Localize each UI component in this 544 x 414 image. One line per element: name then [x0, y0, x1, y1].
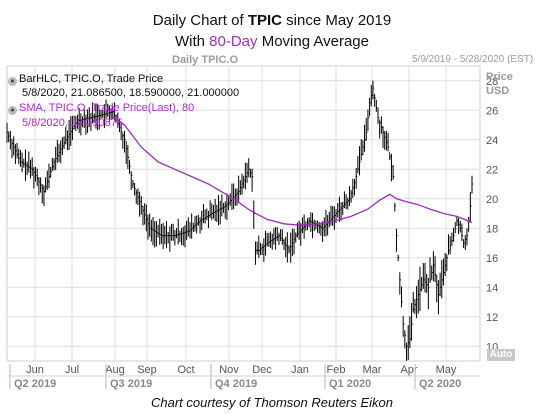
- x-tick-label: Sep: [137, 364, 157, 376]
- y-tick-label: 14: [486, 282, 498, 294]
- quarter-label: Q2 2019: [14, 378, 56, 390]
- price-axis-label: Price: [486, 71, 513, 83]
- ticker: TPIC: [247, 12, 282, 29]
- y-tick-label: 24: [486, 135, 498, 147]
- sma-line: [107, 112, 473, 226]
- chart-title-line1: Daily Chart of TPIC since May 2019: [152, 12, 392, 29]
- y-tick-label: 12: [486, 312, 498, 324]
- y-tick-label: 20: [486, 194, 498, 206]
- x-tick-label: Aug: [105, 364, 125, 376]
- x-tick-label: Mar: [363, 364, 382, 376]
- x-tick-label: Jul: [65, 364, 79, 376]
- quarter-label: Q1 2020: [329, 378, 371, 390]
- chart-credit: Chart courtesy of Thomson Reuters Eikon: [150, 395, 394, 410]
- chart-title-line2: With 80-Day Moving Average: [175, 33, 369, 50]
- x-tick-label: Apr: [400, 364, 417, 376]
- x-tick-label: Dec: [252, 364, 272, 376]
- legend-bar: ● BarHLC, TPIC.O, Trade Price: [8, 73, 163, 86]
- y-tick-label: 22: [486, 164, 498, 176]
- chart-name: Daily TPIC.O: [172, 54, 239, 66]
- ma-label: 80-Day: [209, 33, 258, 50]
- auto-scale-button[interactable]: Auto: [487, 349, 515, 361]
- y-tick-label: 18: [486, 223, 498, 235]
- x-tick-label: Jun: [26, 364, 44, 376]
- legend-bar-values: 5/8/2020, 21.086500, 18.590000, 21.00000…: [22, 87, 240, 99]
- legend-sma: ● SMA, TPIC.O, Trade Price(Last), 80: [8, 102, 194, 115]
- quarter-label: Q4 2019: [215, 378, 257, 390]
- date-range: 5/9/2019 - 5/28/2020 (EST): [412, 54, 534, 65]
- x-tick-label: Feb: [327, 364, 346, 376]
- legend-sma-icon[interactable]: ●: [8, 106, 17, 115]
- quarter-label: Q3 2019: [110, 378, 152, 390]
- x-tick-label: Oct: [177, 364, 194, 376]
- legend-bar-icon[interactable]: ●: [8, 77, 17, 86]
- x-tick-label: May: [436, 364, 457, 376]
- y-tick-label: 28: [486, 76, 498, 88]
- y-tick-label: 26: [486, 105, 498, 117]
- currency-label: USD: [486, 85, 509, 97]
- quarter-label: Q2 2020: [419, 378, 461, 390]
- x-tick-label: Nov: [219, 364, 239, 376]
- x-tick-label: Jan: [291, 364, 309, 376]
- legend-sma-values: 5/8/2020, 18.390875: [22, 117, 123, 129]
- y-tick-label: 16: [486, 253, 498, 265]
